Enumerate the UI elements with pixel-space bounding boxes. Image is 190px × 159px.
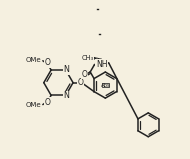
Text: OMe: OMe: [25, 102, 41, 108]
Text: O: O: [78, 78, 84, 87]
Text: N: N: [63, 65, 69, 74]
Bar: [101, 83, 109, 87]
Text: O: O: [45, 98, 51, 107]
Text: NH: NH: [96, 60, 108, 69]
Text: CH₃: CH₃: [81, 55, 93, 61]
Text: O: O: [81, 69, 87, 79]
Text: O: O: [45, 59, 51, 67]
Text: OMe: OMe: [25, 57, 41, 63]
Text: Abs: Abs: [101, 83, 110, 88]
Text: N: N: [63, 91, 69, 100]
